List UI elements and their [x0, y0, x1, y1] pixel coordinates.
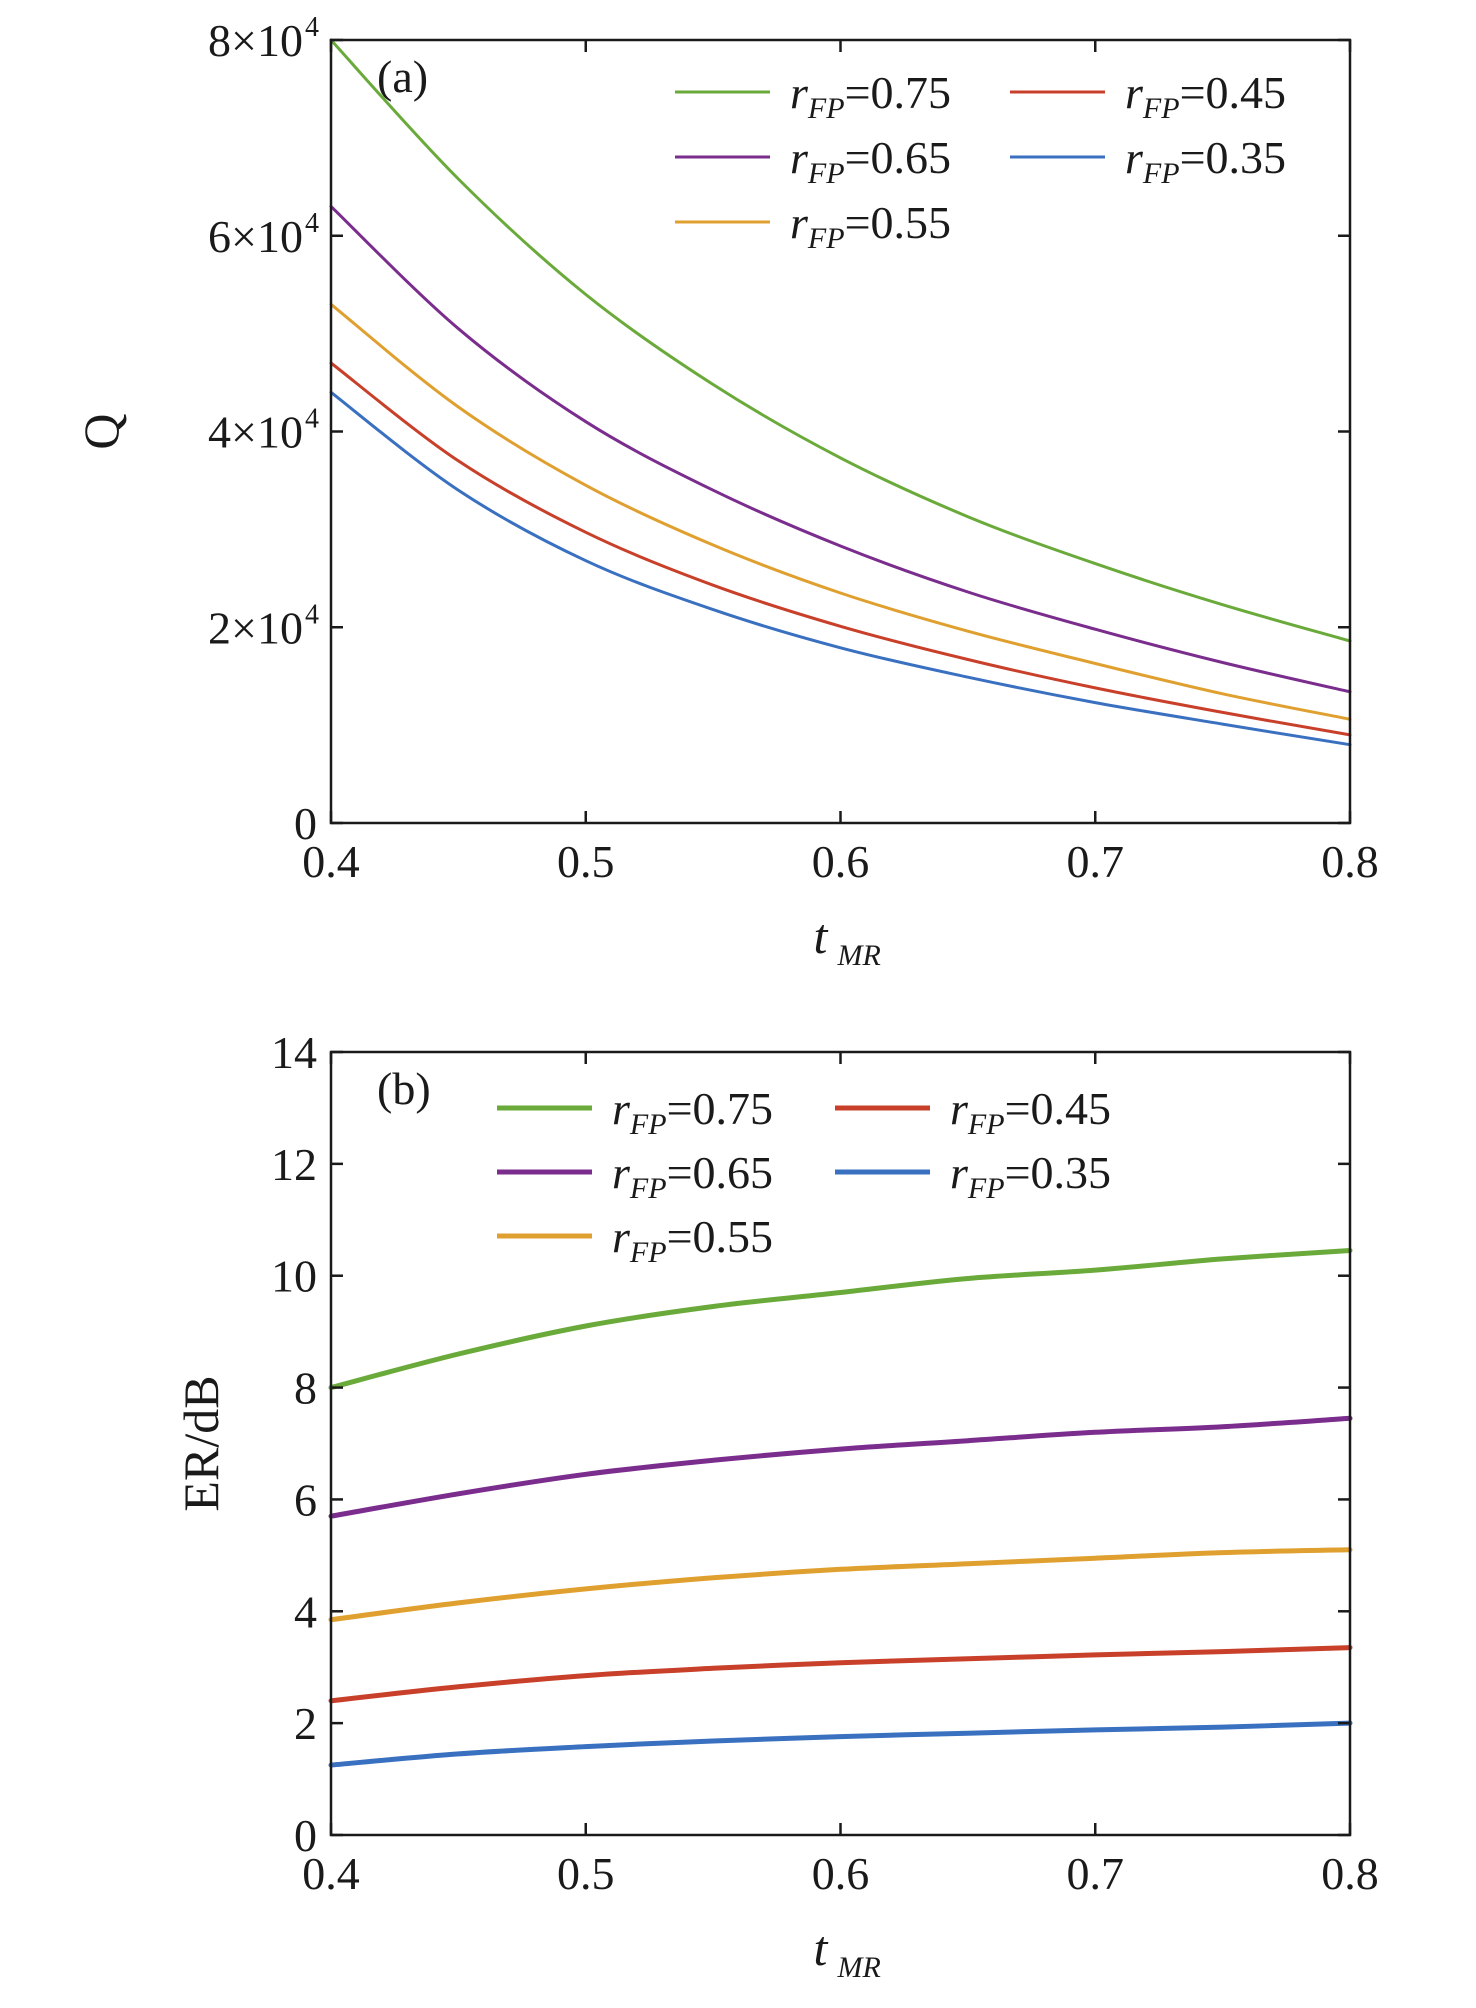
y-axis-label: ER/dB: [173, 1375, 229, 1511]
x-tick-label: 0.7: [1067, 1848, 1125, 1899]
x-axis-label: t: [814, 908, 829, 964]
y-tick-label: 14: [271, 1027, 317, 1078]
y-tick-exponent: 4: [305, 599, 319, 630]
x-tick-label: 0.5: [557, 836, 615, 887]
legend-entry: rFP=0.75: [790, 67, 951, 125]
legend-entry: rFP=0.55: [612, 1211, 773, 1269]
panel-b: 0.4 0.5 0.6 0.7 0.8 0 2 4 6 8 10 12 14 t MR ER/dB (b) rFP…: [173, 1027, 1379, 1984]
series-line-0: [329, 38, 1352, 643]
series-line-2: [328, 1547, 1353, 1623]
series-line-4: [329, 390, 1352, 747]
legend-entry: rFP=0.35: [950, 1147, 1111, 1205]
x-tick-label: 0.8: [1321, 1848, 1379, 1899]
y-tick-label: 0: [294, 1810, 317, 1861]
y-tick-label: 2: [294, 1698, 317, 1749]
series-line-3: [328, 1645, 1353, 1704]
legend-entry: rFP=0.55: [790, 197, 951, 255]
y-tick-label: 8×10: [208, 15, 303, 66]
legend-entry: rFP=0.35: [1125, 132, 1286, 190]
legend-entry: rFP=0.45: [1125, 67, 1286, 125]
y-tick-label: 6: [294, 1474, 317, 1525]
y-tick-exponent: 4: [305, 208, 319, 239]
series-line-2: [329, 302, 1352, 721]
panel-label: (b): [377, 1063, 431, 1114]
x-axis-label-subscript: MR: [837, 939, 881, 972]
legend-entry: rFP=0.65: [612, 1147, 773, 1205]
series-line-3: [329, 361, 1352, 737]
y-tick-label: 4: [294, 1586, 317, 1637]
x-tick-label: 0.4: [302, 1848, 360, 1899]
x-tick-label: 0.8: [1321, 836, 1379, 887]
legend-entry: rFP=0.65: [790, 132, 951, 190]
series-line-4: [328, 1720, 1353, 1768]
y-tick-label: 2×10: [208, 602, 303, 653]
x-tick-label: 0.6: [812, 836, 870, 887]
y-tick-label: 4×10: [208, 407, 303, 458]
panel-label: (a): [377, 51, 428, 102]
y-tick-label: 10: [271, 1251, 317, 1302]
x-axis-label-subscript: MR: [837, 1951, 881, 1984]
y-tick-label: 12: [271, 1139, 317, 1190]
y-tick-label: 6×10: [208, 211, 303, 262]
x-tick-label: 0.7: [1067, 836, 1125, 887]
x-axis-label: t: [814, 1920, 829, 1976]
series-line-1: [328, 1415, 1353, 1519]
series-line-1: [329, 204, 1352, 694]
y-tick-exponent: 4: [305, 12, 319, 43]
legend-entry: rFP=0.45: [950, 1083, 1111, 1141]
x-tick-label: 0.6: [812, 1848, 870, 1899]
series-line-0: [328, 1248, 1353, 1391]
legend-entry: rFP=0.75: [612, 1083, 773, 1141]
y-axis-label: Q: [73, 413, 129, 449]
panel-a: 0.4 0.5 0.6 0.7 0.802×10 44×10 46×10 48×10 4t MRQ…: [73, 12, 1379, 972]
plot-frame: [329, 1050, 1352, 1837]
y-tick-label: 0: [294, 798, 317, 849]
x-tick-label: 0.4: [302, 836, 360, 887]
y-tick-label: 8: [294, 1363, 317, 1414]
x-tick-label: 0.5: [557, 1848, 615, 1899]
y-tick-exponent: 4: [305, 404, 319, 435]
